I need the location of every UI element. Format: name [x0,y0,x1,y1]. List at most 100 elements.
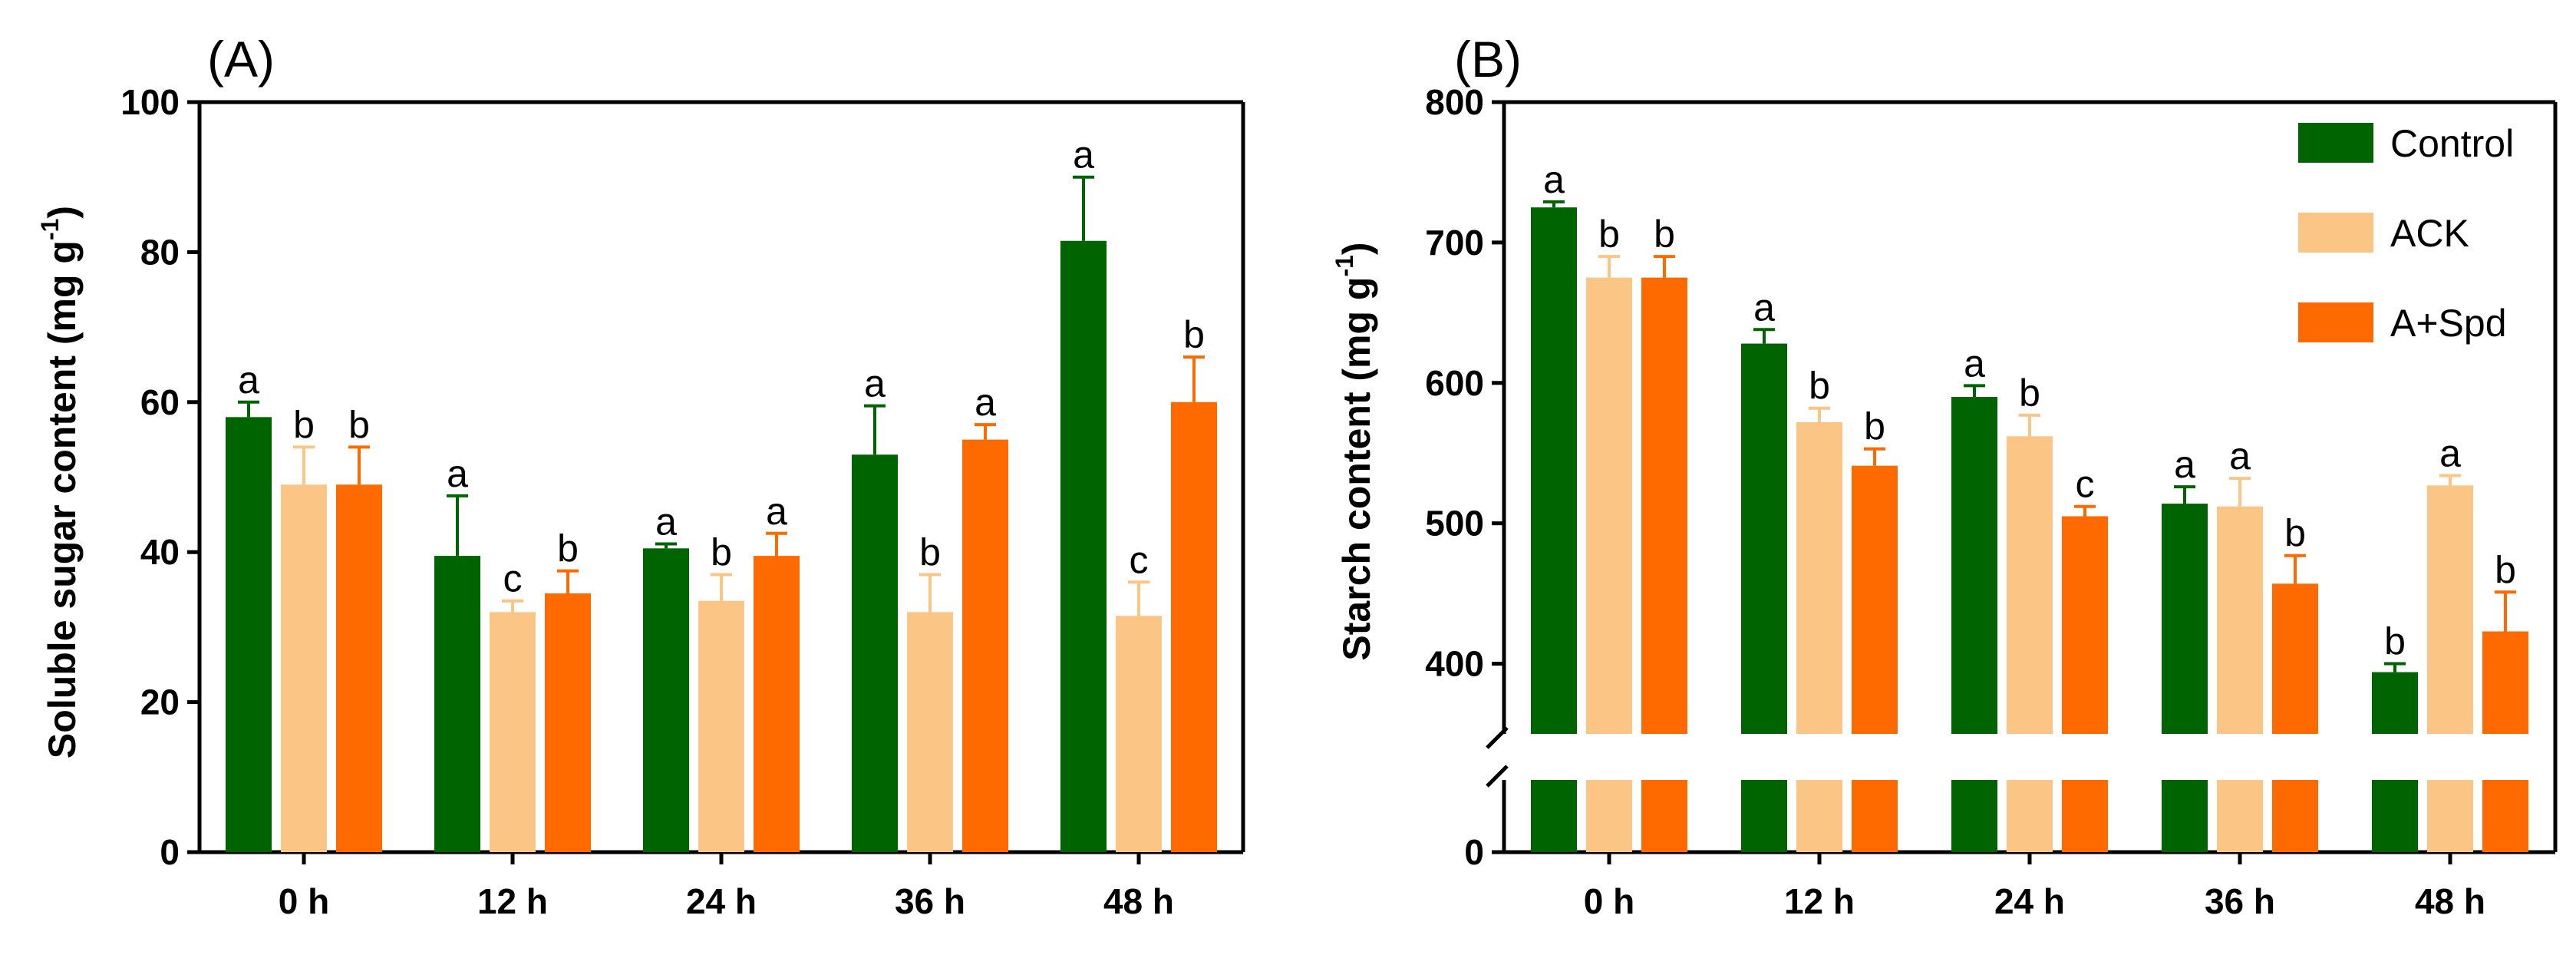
panel-b-sig-letter: b [1654,213,1675,256]
panel-b-sig-letter: b [1598,213,1620,256]
panel-b-bar [1852,465,1898,734]
panel-b-bar [2272,583,2318,734]
panel-b-sig-letter: b [2019,372,2040,415]
panel-a-bar [545,593,591,852]
panel-b-xtick-label: 12 h [1784,881,1855,921]
panel-a-ytick-label: 60 [140,382,180,422]
panel-b-bar-lower [2007,780,2053,852]
legend-label: A+Spd [2390,302,2507,345]
panel-a-xtick-label: 0 h [279,881,329,921]
panel-b-xtick-label: 0 h [1584,881,1634,921]
legend-label: ACK [2390,212,2469,255]
panel-a-bar [1060,240,1107,852]
panel-b-sig-letter: a [2229,435,2251,478]
legend: Control ACK A+Spd [2298,122,2514,345]
panel-b-bar-lower [2062,780,2108,852]
panel-b-bar [1741,343,1787,734]
panel-a-bar [226,417,272,852]
panel-b-bar [2062,516,2108,734]
panel-a-xtick-label: 48 h [1103,881,1174,921]
panel-b-bar-lower [2272,780,2318,852]
panel-b-sig-letter: b [2284,512,2306,555]
panel-b-sig-letter: b [1809,365,1830,408]
panel-b-sig-letter: b [1864,405,1885,448]
panel-b-axis-break-mark [1486,765,1509,788]
panel-a-ytick-label: 100 [120,82,180,122]
legend-swatch [2298,123,2373,163]
panel-a-sig-letter: a [1073,134,1094,177]
panel-a-bar [907,612,953,852]
panel-b-bar [2482,631,2528,734]
legend-label: Control [2390,122,2514,165]
panel-b-sig-letter: a [1753,286,1775,329]
panel-a-bar [1171,401,1217,852]
panel-b: (B) Starch content (mg g-1) 400 500 600 700… [1331,31,2558,921]
panel-b-ytick-label: 600 [1425,363,1484,403]
panel-b-ytick-label: 400 [1425,644,1484,684]
panel-b-bar [1641,277,1687,735]
panel-b-ytick-label: 800 [1425,82,1484,122]
panel-b-bar [2372,672,2418,734]
panel-b-axis-break-mark [1486,726,1509,749]
panel-b-sig-letter: b [2495,548,2516,591]
panel-b-bar-lower [2162,780,2208,852]
legend-swatch [2298,213,2373,253]
panel-a-bar [1116,616,1162,852]
panel-a-bar [962,439,1008,852]
panel-b-bar-lower [1852,780,1898,852]
panel-a-bar [852,454,898,852]
panel-a: (A) Soluble sugar content (mg g-1) 0 20 40… [36,31,1245,921]
panel-a-xtick-label: 12 h [477,881,548,921]
panel-a-label: (A) [207,31,275,88]
panel-b-bar-lower [2217,780,2263,852]
panel-b-bar-lower [2482,780,2528,852]
panel-b-bar [2427,485,2473,734]
panel-a-sig-letter: a [238,359,259,401]
panel-a-sig-letter: b [711,531,732,574]
panel-a-bar [698,600,744,852]
panel-a-sig-letter: b [348,403,370,446]
panel-b-bar-lower [1796,780,1842,852]
panel-a-bar [281,484,327,852]
panel-a-sig-letter: b [293,403,315,446]
panel-a-bar [754,556,800,852]
panel-b-sig-letter: a [2439,431,2461,474]
panel-b-bar [1796,421,1842,734]
panel-b-sig-letter: a [1543,158,1565,201]
panel-a-ytick-label: 20 [140,682,180,722]
panel-a-ytick-label: 80 [140,232,180,272]
panel-b-bar-lower [1951,780,1997,852]
panel-b-bar-lower [1586,780,1632,852]
panel-a-bar [434,556,480,852]
legend-swatch [2298,302,2373,342]
panel-a-sig-letter: a [447,452,468,495]
panel-b-bar-lower [2427,780,2473,852]
panel-a-ylabel: Soluble sugar content (mg g-1) [36,206,84,758]
panel-b-xtick-label: 48 h [2415,881,2485,921]
panel-b-xtick-label: 24 h [1994,881,2065,921]
panel-a-sig-letter: c [503,557,523,600]
panel-a-bar [336,484,382,852]
panel-b-bar-lower [2372,780,2418,852]
panel-b-xtick-label: 36 h [2205,881,2275,921]
panel-b-bar [1951,397,1997,734]
panel-b-bar [2007,436,2053,734]
panel-b-ylabel: Starch content (mg g-1) [1331,242,1378,660]
panel-b-sig-letter: a [2174,443,2195,486]
panel-a-sig-letter: a [655,500,677,543]
panel-b-bar [2162,504,2208,734]
panel-a-sig-letter: c [1130,538,1149,581]
panel-b-bar [1586,277,1632,735]
panel-b-ytick-label: 0 [1464,832,1484,872]
panel-a-sig-letter: a [975,381,996,424]
panel-a-bar [490,612,536,852]
panel-a-ytick-label: 40 [140,532,180,572]
panel-a-xtick-label: 36 h [895,881,965,921]
panel-b-sig-letter: a [1964,342,1985,385]
panel-a-bar [643,548,689,852]
panel-b-ytick-label: 700 [1425,223,1484,263]
panel-b-bar [1531,207,1577,735]
